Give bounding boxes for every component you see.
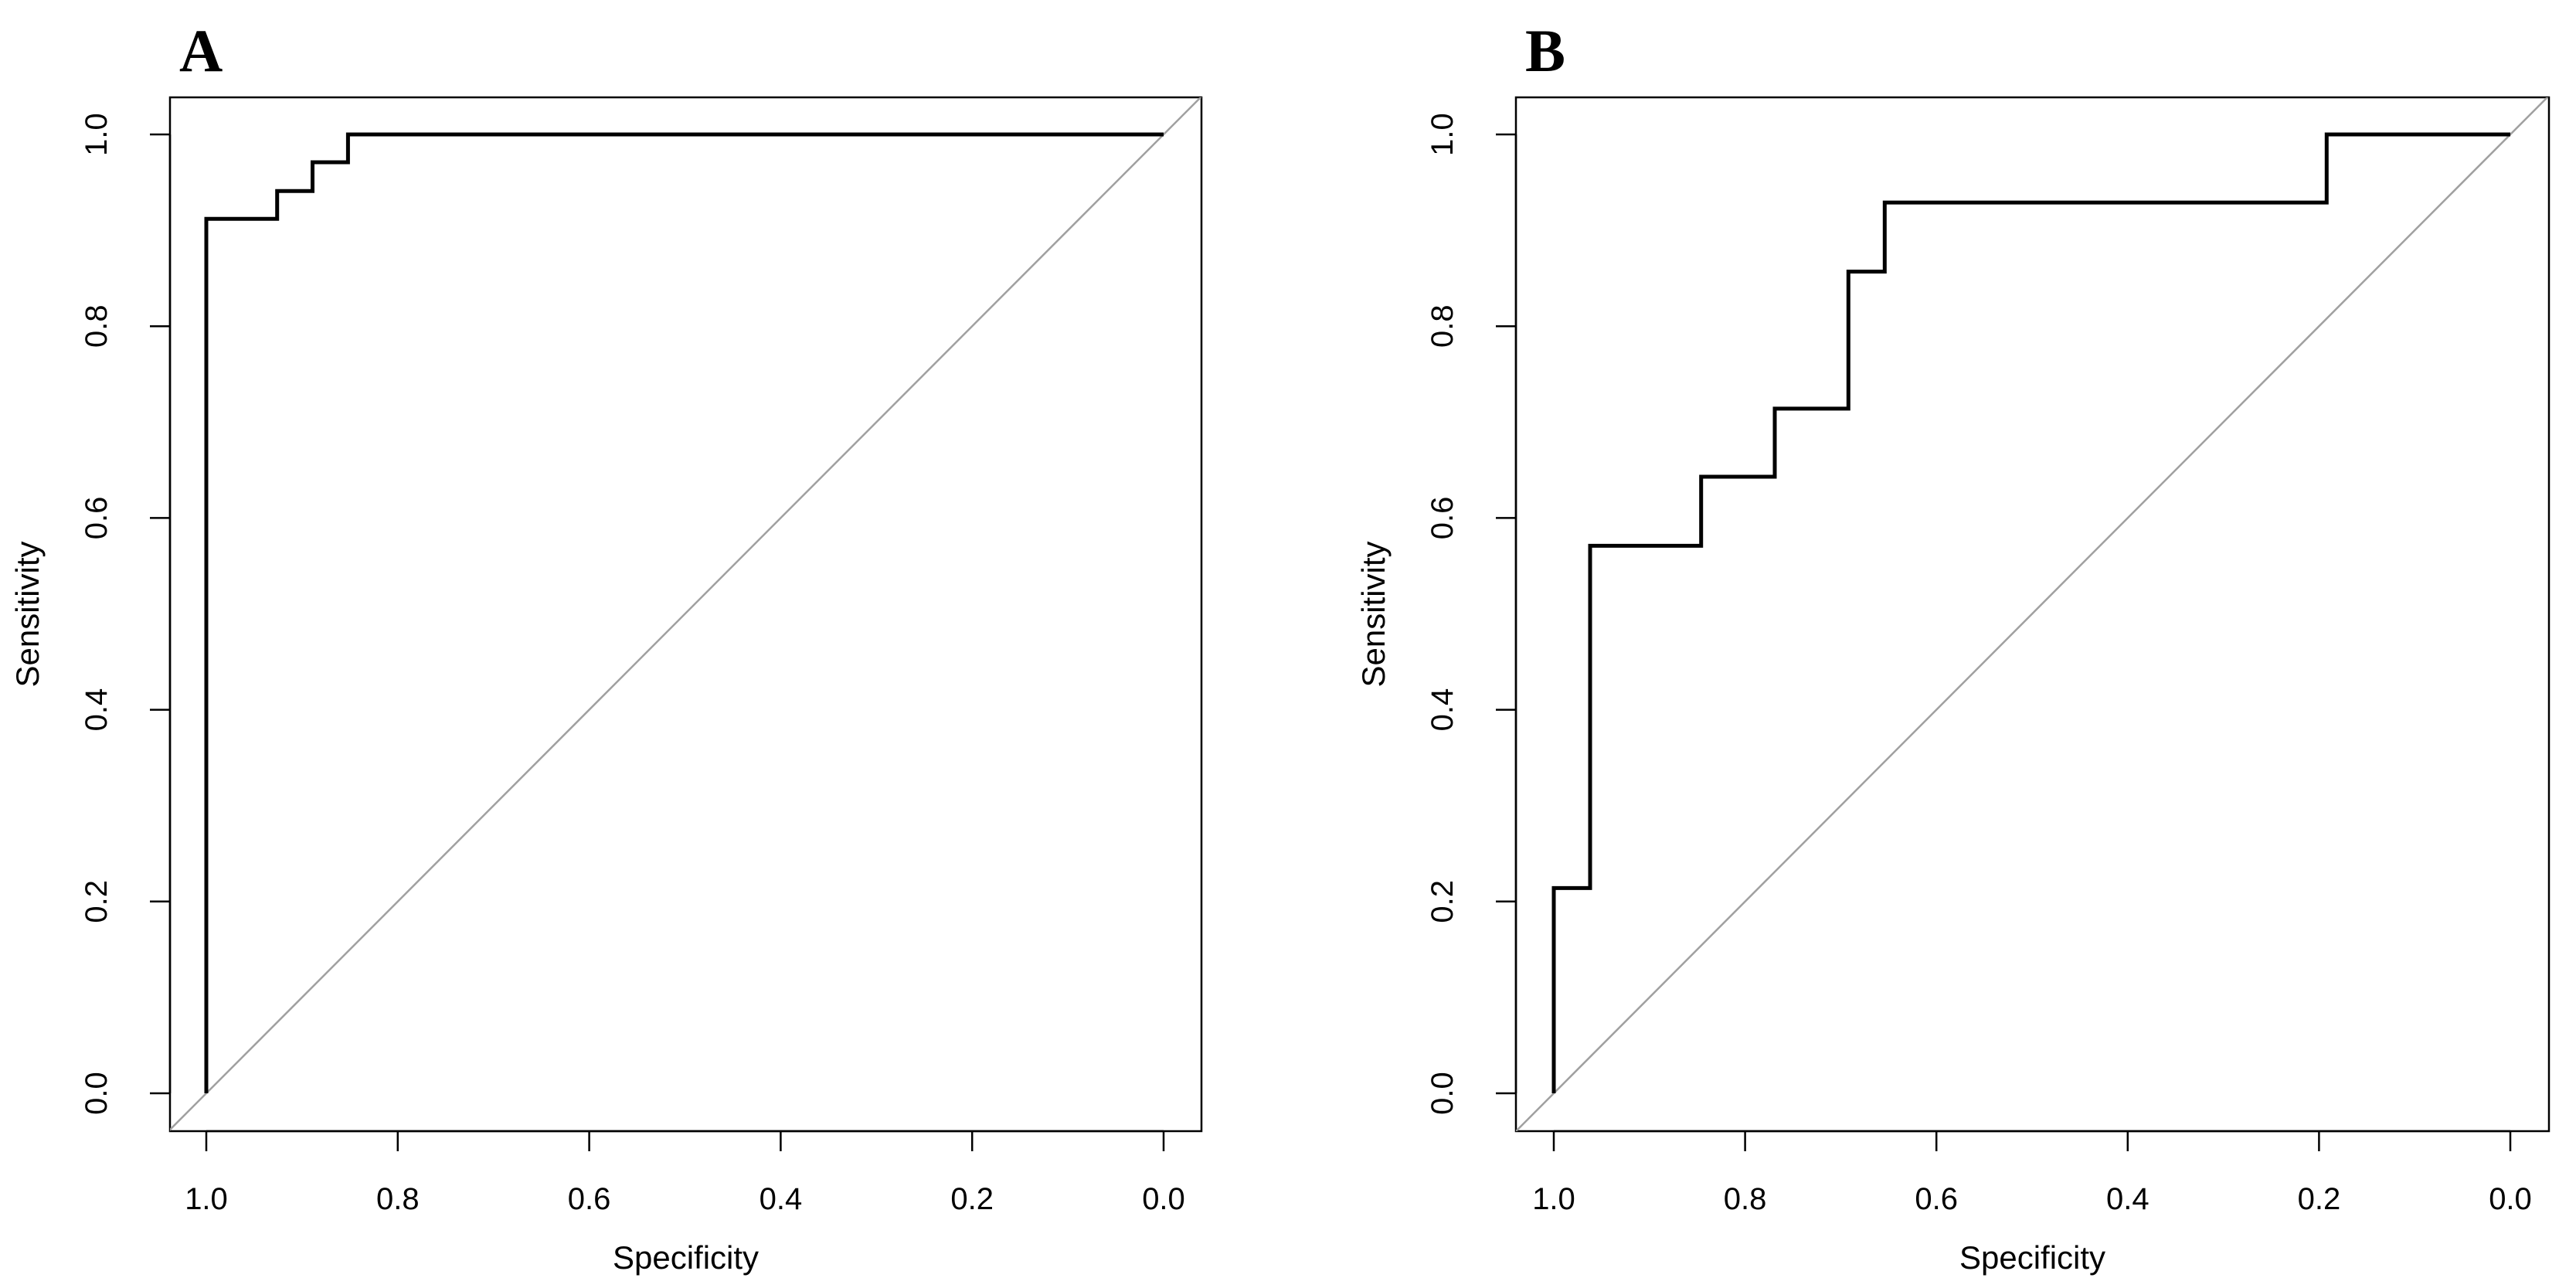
y-tick-label: 0.8 xyxy=(80,304,114,348)
x-tick-label: 0.2 xyxy=(950,1182,994,1216)
panel-letter: A xyxy=(179,17,223,84)
y-axis-label: Sensitivity xyxy=(1355,541,1392,687)
roc-panel-b: 1.0 0.8 0.6 0.4 0.2 0.0 0.0 0.2 0.4 0.6 0.8 1.0 Spec… xyxy=(1355,17,2551,1276)
y-tick-label: 0.4 xyxy=(80,688,114,732)
x-tick-label: 0.4 xyxy=(2106,1182,2149,1216)
y-tick-label: 0.6 xyxy=(80,497,114,540)
x-tick-label: 0.6 xyxy=(1915,1182,1958,1216)
y-tick-label: 0.8 xyxy=(1426,304,1460,348)
panel-letter: B xyxy=(1525,17,1565,84)
x-tick-label: 0.4 xyxy=(760,1182,803,1216)
x-tick-label: 1.0 xyxy=(185,1182,228,1216)
y-tick-label: 0.0 xyxy=(1426,1072,1460,1115)
reference-diagonal xyxy=(170,97,1201,1131)
x-axis-label: Specificity xyxy=(613,1239,759,1276)
x-tick-label: 0.0 xyxy=(1142,1182,1185,1216)
y-tick-label: 0.0 xyxy=(80,1072,114,1115)
reference-diagonal xyxy=(1516,97,2549,1131)
x-axis-label: Specificity xyxy=(1959,1239,2105,1276)
y-tick-label: 0.2 xyxy=(1426,880,1460,923)
y-tick-label: 0.2 xyxy=(80,880,114,923)
x-tick-label: 0.8 xyxy=(376,1182,420,1216)
y-tick-label: 1.0 xyxy=(1426,113,1460,156)
roc-panel-a: 1.0 0.8 0.6 0.4 0.2 0.0 0.0 0.2 0.4 0.6 0.8 1.0 Spec… xyxy=(9,17,1203,1276)
x-tick-label: 0.0 xyxy=(2489,1182,2532,1216)
y-axis-label: Sensitivity xyxy=(9,541,46,687)
x-tick-label: 0.2 xyxy=(2298,1182,2341,1216)
y-tick-label: 0.6 xyxy=(1426,497,1460,540)
x-tick-label: 1.0 xyxy=(1532,1182,1575,1216)
roc-curve xyxy=(1551,132,2510,1093)
y-tick-label: 0.4 xyxy=(1426,688,1460,732)
x-tick-label: 0.8 xyxy=(1724,1182,1767,1216)
y-tick-label: 1.0 xyxy=(80,113,114,156)
roc-curve xyxy=(204,132,1164,1093)
x-tick-label: 0.6 xyxy=(568,1182,611,1216)
